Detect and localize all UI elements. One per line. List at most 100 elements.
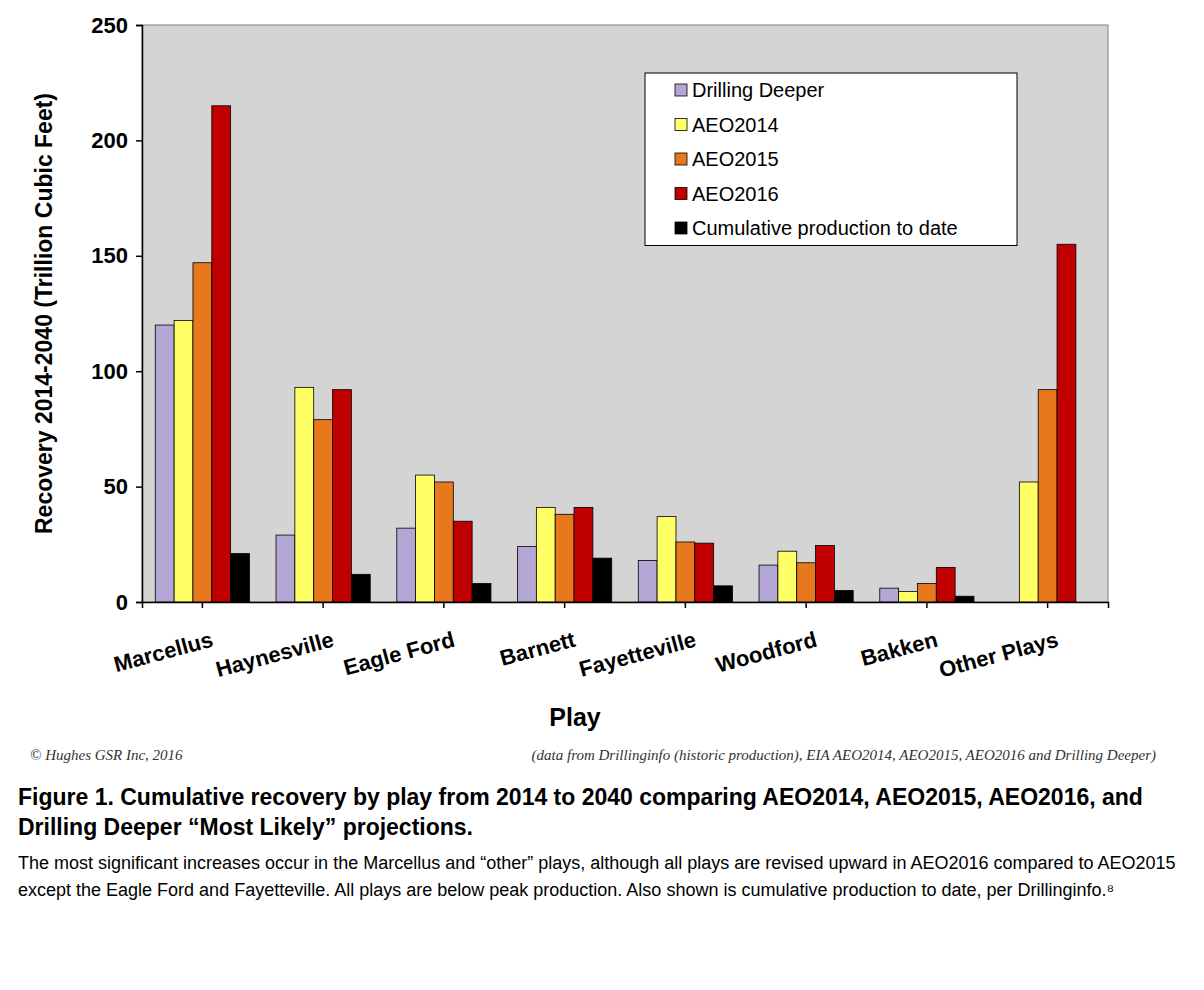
x-tick-label: Marcellus	[111, 627, 216, 677]
x-tick: Woodford	[713, 602, 819, 678]
bar	[314, 420, 333, 602]
y-tick-label: 100	[91, 359, 128, 384]
x-tick-label: Haynesville	[213, 627, 336, 682]
series-bars	[231, 554, 974, 602]
bar	[917, 584, 936, 602]
legend-swatch	[675, 222, 687, 234]
bar	[276, 535, 295, 602]
bar	[676, 542, 695, 602]
y-tick-mark	[136, 256, 142, 258]
y-tick-label: 200	[91, 128, 128, 153]
y-tick-label: 50	[104, 474, 128, 499]
x-tick: Marcellus	[111, 602, 216, 677]
bar	[555, 514, 574, 602]
bar	[416, 475, 435, 602]
x-tick-label: Fayetteville	[576, 627, 698, 682]
x-tick: Bakken	[858, 602, 940, 671]
bar	[397, 528, 416, 602]
bar	[899, 592, 918, 602]
bar	[536, 507, 555, 602]
x-tick-mark	[685, 602, 687, 608]
y-tick: 0	[116, 590, 142, 615]
y-tick-mark	[136, 140, 142, 142]
x-tick: Barnett	[497, 602, 579, 671]
bar	[333, 390, 352, 602]
y-tick: 150	[91, 243, 142, 268]
x-axis-title: Play	[549, 703, 601, 731]
x-tick-mark	[564, 602, 566, 608]
x-tick-label: Eagle Ford	[341, 627, 457, 681]
legend-label: Cumulative production to date	[692, 217, 958, 239]
bar	[714, 586, 733, 602]
bar	[695, 543, 714, 602]
bar	[472, 584, 491, 602]
legend-swatch	[675, 188, 687, 200]
y-tick-mark	[136, 25, 142, 27]
y-axis-title: Recovery 2014-2040 (Trillion Cubic Feet)	[31, 93, 57, 534]
plot-background	[142, 25, 1108, 602]
bar	[593, 558, 612, 602]
series-bars	[174, 320, 1038, 602]
x-axis-line	[143, 603, 1109, 609]
bar	[657, 517, 676, 602]
x-tick-mark	[443, 602, 445, 608]
y-tick: 200	[91, 128, 142, 153]
x-tick-label: Woodford	[713, 627, 819, 678]
bar	[193, 263, 212, 602]
bar	[434, 482, 453, 602]
bar	[1019, 482, 1038, 602]
bar	[638, 560, 657, 602]
bar	[778, 551, 797, 602]
y-tick: 250	[91, 13, 142, 38]
x-tick: Haynesville	[213, 602, 336, 682]
bar	[955, 596, 974, 602]
series-bars	[193, 263, 1057, 602]
bar	[1038, 390, 1057, 602]
bar	[453, 521, 472, 602]
bar	[295, 387, 314, 602]
figure-caption: The most significant increases occur in …	[18, 850, 1190, 904]
x-tick-label: Barnett	[497, 627, 579, 671]
x-tick: Eagle Ford	[341, 602, 457, 680]
bar	[936, 567, 955, 602]
bar	[759, 565, 778, 602]
y-axis: 0 50 100 150 200 250	[91, 13, 142, 615]
y-tick-label: 250	[91, 13, 128, 38]
bar	[231, 554, 250, 602]
x-tick-label: Bakken	[858, 627, 940, 671]
legend-label: Drilling Deeper	[692, 79, 825, 101]
x-tick-mark	[322, 602, 324, 608]
bar	[518, 547, 537, 602]
legend-swatch	[675, 119, 687, 131]
legend-box	[645, 73, 1017, 246]
y-tick: 100	[91, 359, 142, 384]
bar	[351, 574, 370, 602]
y-tick-label: 150	[91, 243, 128, 268]
y-tick-mark	[136, 602, 142, 604]
y-tick-mark	[136, 486, 142, 488]
y-tick-mark	[136, 371, 142, 373]
x-tick-label: Other Plays	[936, 627, 1061, 683]
bar	[816, 545, 835, 602]
legend-label: AEO2015	[692, 148, 779, 170]
bar	[212, 106, 231, 602]
x-tick: Other Plays	[936, 602, 1061, 682]
x-tick: Fayetteville	[576, 602, 698, 682]
x-tick-mark	[805, 602, 807, 608]
x-tick-mark	[1047, 602, 1049, 608]
x-tick-mark	[926, 602, 928, 608]
series-bars	[155, 325, 898, 602]
bar	[174, 320, 193, 602]
legend-label: AEO2014	[692, 114, 779, 136]
source-note: (data from Drillinginfo (historic produc…	[532, 747, 1156, 764]
x-tick-mark	[202, 602, 204, 608]
bar	[574, 507, 593, 602]
x-axis: MarcellusHaynesvilleEagle Ford BarnettFay…	[111, 602, 1108, 682]
figure-title: Figure 1. Cumulative recovery by play fr…	[18, 782, 1190, 842]
legend: Drilling DeeperAEO2014AEO2015AEO2016Cumu…	[645, 73, 1017, 246]
bar	[797, 563, 816, 602]
y-axis-line	[136, 26, 143, 603]
bar	[1057, 244, 1076, 602]
y-tick-label: 0	[116, 590, 128, 615]
legend-swatch	[675, 153, 687, 165]
